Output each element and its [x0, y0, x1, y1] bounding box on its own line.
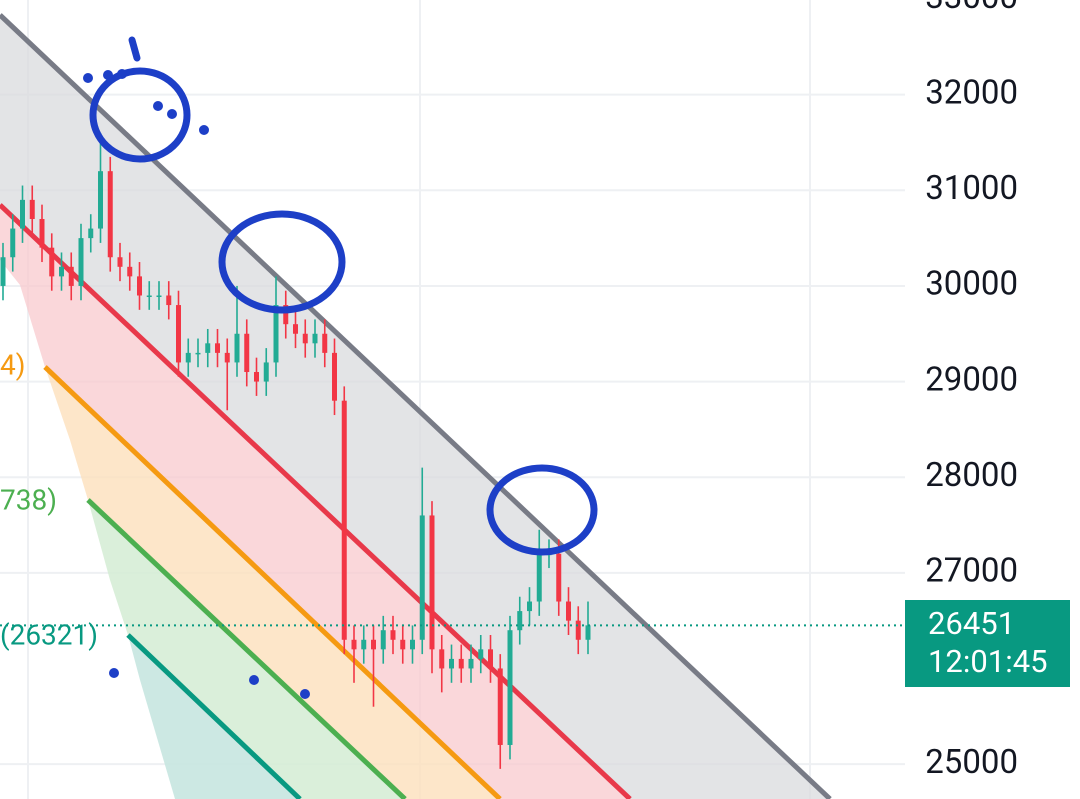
annotation-circle	[486, 464, 598, 556]
candle-body	[49, 247, 55, 277]
annotation-dot	[300, 689, 310, 699]
candle-body	[312, 333, 318, 344]
candle-body	[458, 658, 464, 669]
candle-body	[215, 343, 220, 353]
candle-body	[166, 295, 172, 306]
annotation-dot	[103, 70, 113, 80]
candle-body	[390, 630, 396, 640]
candle-body	[10, 228, 16, 258]
candle-body	[429, 515, 435, 650]
candle-body	[351, 639, 357, 650]
y-tick-label: 25000	[925, 743, 1018, 782]
candle-body	[205, 343, 211, 353]
annotation-dot	[153, 101, 163, 111]
channel-red	[0, 203, 632, 799]
candle-body	[254, 372, 259, 382]
candle-body	[322, 333, 328, 353]
candle-body	[244, 333, 250, 373]
candle-body	[575, 620, 581, 640]
last-time: 12:01:45	[928, 643, 1048, 680]
candle-body	[371, 639, 376, 650]
candle-body	[556, 553, 562, 602]
candle-body	[410, 639, 415, 650]
annotation-dot	[83, 73, 93, 83]
candle-body	[156, 295, 162, 298]
y-tick-label: 28000	[925, 456, 1018, 495]
candle-body	[98, 171, 103, 229]
candle-body	[449, 658, 454, 669]
side-label: 4)	[0, 348, 25, 381]
candle-body	[536, 553, 542, 602]
channel	[0, 13, 832, 799]
candle-body	[585, 625, 591, 640]
channel-teal	[126, 633, 302, 799]
annotation-circle	[218, 210, 346, 314]
candle-body	[39, 218, 45, 248]
side-label: 738)	[0, 483, 57, 516]
candle-body	[0, 257, 6, 286]
last-price-box	[905, 600, 1070, 687]
candle-body	[185, 352, 191, 363]
candle-body	[507, 630, 513, 745]
candle-body	[332, 352, 337, 401]
candle-body	[176, 305, 181, 363]
annotation-dot	[167, 109, 177, 119]
candle-body	[234, 333, 240, 363]
y-tick-label: 29000	[925, 360, 1018, 399]
candle-body	[29, 199, 35, 219]
y-tick-label: 27000	[925, 552, 1018, 591]
candle-body	[380, 630, 386, 650]
y-tick-label: 30000	[925, 265, 1018, 304]
candle-body	[302, 333, 308, 344]
candles	[0, 132, 591, 769]
candle-body	[68, 266, 74, 286]
candle-body	[527, 601, 532, 612]
channel-green	[86, 498, 407, 799]
candle-body	[517, 611, 523, 631]
candle-body	[273, 305, 279, 363]
last-price: 26451	[928, 605, 1015, 642]
candle-body	[117, 257, 123, 267]
candle-body	[439, 649, 445, 669]
candle-body	[361, 639, 367, 650]
candle-body	[107, 171, 113, 258]
candle-body	[137, 276, 142, 296]
annotation-circle	[89, 67, 191, 163]
annotations	[83, 36, 598, 699]
candle-body	[566, 601, 571, 621]
annotation-dot	[249, 675, 259, 685]
candle-body	[88, 228, 94, 239]
candle-body	[127, 266, 133, 277]
y-axis: 25000 27000 28000 29000 30000 31000 32000 33000	[925, 0, 1018, 782]
y-tick-label: 33000	[925, 0, 1018, 17]
channel-orange	[43, 365, 502, 799]
channel-top	[0, 13, 832, 799]
candle-body	[263, 362, 269, 382]
candle-body	[468, 658, 474, 669]
annotation-stroke	[128, 36, 141, 62]
candle-body	[497, 668, 503, 745]
candle-body	[78, 238, 84, 286]
y-tick-label: 31000	[925, 169, 1018, 208]
candle-body	[20, 199, 25, 229]
annotation-dot	[199, 125, 209, 135]
candle-body	[293, 324, 298, 334]
candle-body	[400, 639, 406, 650]
candle-body	[283, 305, 289, 325]
candle-body	[59, 266, 64, 277]
candle-body	[419, 515, 425, 640]
annotation-dot	[109, 668, 119, 678]
y-tick-label: 32000	[925, 73, 1018, 112]
candle-body	[195, 352, 201, 355]
annotation-dot	[117, 69, 127, 79]
side-label: (26321)	[0, 618, 98, 651]
candle-body	[224, 352, 230, 363]
candle-body	[488, 649, 493, 669]
candle-body	[341, 400, 347, 640]
candle-body	[146, 295, 152, 298]
candle-body	[478, 649, 484, 659]
